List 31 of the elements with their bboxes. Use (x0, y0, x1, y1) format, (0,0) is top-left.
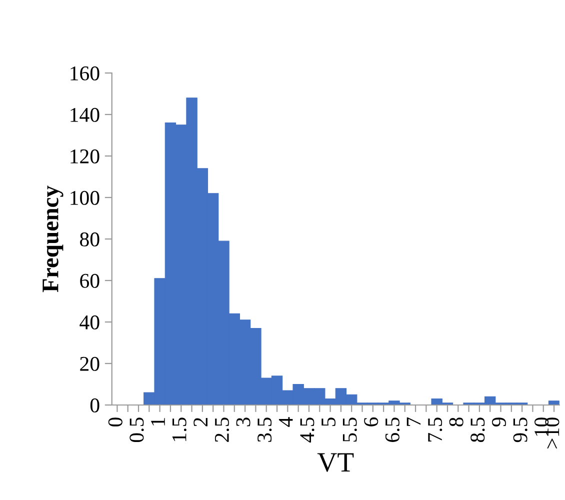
x-tick-label: 3.5 (258, 418, 272, 442)
x-axis-title: VT (317, 453, 354, 472)
x-tick-label: 2.5 (214, 418, 230, 442)
y-tick-label: 20 (80, 356, 100, 371)
x-tick-label: 0 (108, 418, 122, 426)
y-tick-label: 100 (70, 190, 100, 205)
y-tick-label: 60 (80, 274, 100, 288)
y-tick-label: 80 (80, 232, 100, 246)
x-tick-label: 4 (278, 417, 293, 427)
x-tick-label: 8 (449, 418, 464, 426)
x-tick-label: 2 (194, 418, 208, 426)
x-tick-label: 5 (322, 418, 336, 426)
y-tick-label: 140 (70, 108, 100, 122)
x-tick-label: 6.5 (385, 418, 400, 442)
x-tick-label: 0.5 (130, 418, 144, 442)
y-tick-label: 120 (70, 149, 100, 164)
y-tick-label: 160 (70, 66, 100, 80)
x-tick-label: 7.5 (428, 418, 442, 442)
x-tick-label: 1.5 (172, 418, 186, 442)
x-tick-label: 8.5 (470, 418, 485, 442)
y-tick-label: 40 (80, 315, 100, 330)
y-axis-title: Frequency (42, 186, 64, 292)
y-tick-label: 0 (90, 398, 100, 412)
x-tick-label: 9 (492, 418, 506, 427)
x-tick-label: 7 (406, 417, 421, 426)
x-tick-label: 4.5 (300, 418, 314, 442)
x-tick-label: 9.5 (513, 418, 528, 442)
x-tick-label: 6 (364, 417, 378, 426)
x-tick-label: 5.5 (342, 418, 357, 442)
x-tick-label: 3 (236, 418, 250, 426)
x-tick-label: 1 (151, 418, 165, 426)
